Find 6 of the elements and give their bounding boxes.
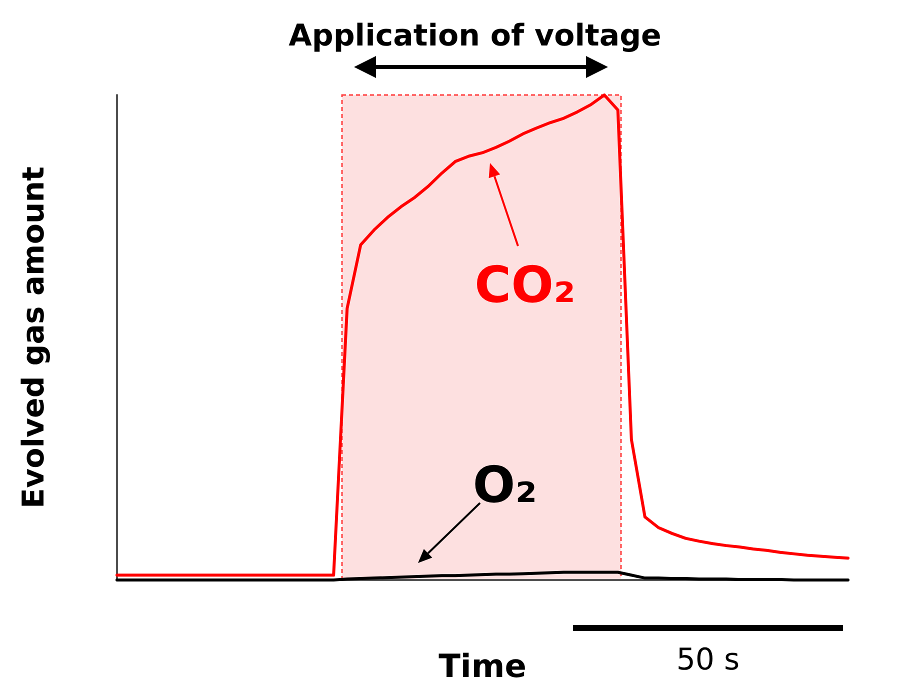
text: Application of voltage	[288, 18, 662, 54]
annotation: O₂	[472, 456, 538, 514]
text: 50 s	[676, 642, 740, 678]
x-axis-title: Time	[438, 647, 526, 685]
y-axis-title: Evolved gas amount	[16, 166, 52, 508]
annotation: CO₂	[474, 256, 576, 314]
